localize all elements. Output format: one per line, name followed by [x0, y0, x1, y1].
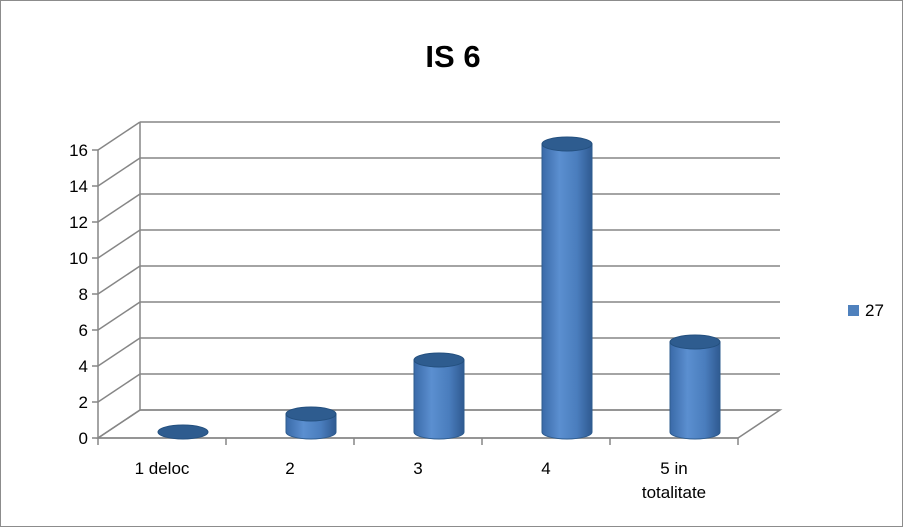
y-tick-label: 8 [79, 285, 88, 304]
legend-swatch [848, 305, 859, 316]
gridline-side [97, 193, 141, 223]
gridline-side [97, 301, 141, 331]
legend-label: 27 [865, 301, 884, 320]
x-category-label: 1 deloc [135, 459, 190, 478]
x-category-label: 3 [413, 459, 422, 478]
bar-cylinder-body [413, 359, 465, 440]
y-tick-label: 12 [69, 213, 88, 232]
y-tick-label: 16 [69, 141, 88, 160]
x-category-label: 4 [541, 459, 550, 478]
y-tick-label: 4 [79, 357, 88, 376]
bar-cylinder-top [157, 424, 209, 440]
bar-cylinder-body [541, 143, 593, 440]
x-category-label: 5 in totalitate [642, 459, 706, 502]
y-tick-label: 10 [69, 249, 88, 268]
bar-cylinder-body [669, 341, 721, 440]
gridline-side [97, 157, 141, 187]
bar-cylinder-top [541, 136, 593, 152]
y-tick-label: 6 [79, 321, 88, 340]
x-category-label: 2 [285, 459, 294, 478]
gridline-side [97, 265, 141, 295]
gridline-side [97, 337, 141, 367]
bar-cylinder-top [413, 352, 465, 368]
bar-cylinder-top [669, 334, 721, 350]
chart-title: IS 6 [425, 39, 481, 74]
bar-cylinder-top [285, 406, 337, 422]
gridline-side [97, 373, 141, 403]
gridline-side [97, 229, 141, 259]
y-tick-label: 14 [69, 177, 88, 196]
gridline-side [97, 121, 141, 151]
y-tick-label: 0 [79, 429, 88, 448]
y-tick-label: 2 [79, 393, 88, 412]
